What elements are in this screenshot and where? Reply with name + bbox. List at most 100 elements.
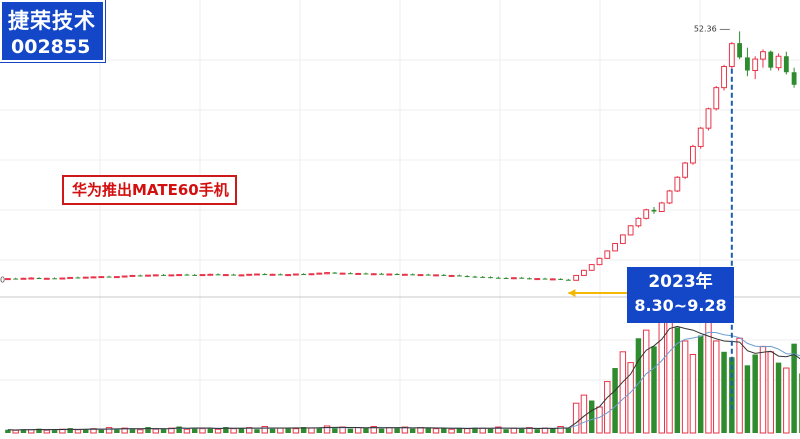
volume-bar [487,428,494,433]
candle-body [20,277,27,280]
candle-body [145,274,151,277]
volume-bar [503,429,509,433]
candle-body [308,273,315,276]
candle-body [744,57,750,71]
candle-body [75,277,81,279]
candle-body [581,269,587,276]
candle-body [503,278,509,280]
candle-body [527,278,532,280]
volume-bar [332,428,338,433]
volume-bar [67,428,73,433]
volume-bar [472,427,478,433]
volume-bar [775,362,782,433]
candle-body [184,274,190,276]
candle-body [137,275,143,277]
candle-body [791,72,797,85]
candle-body [161,274,166,276]
candle-body [635,217,642,227]
volume-bar [114,429,120,433]
volume-bar [83,429,89,433]
candle-body [410,274,416,276]
candle-body [277,274,283,276]
volume-bar [752,354,758,433]
volume-bar [681,340,689,434]
volume-bar [495,426,502,434]
candle-body [207,273,214,276]
volume-bar [261,426,268,434]
candle-body [355,272,362,275]
volume-bar [759,345,767,434]
candle-body [705,108,712,129]
candle-body [339,272,346,275]
candle-body [627,225,634,236]
volume-bar [425,428,431,433]
volume-bar [292,428,300,434]
volume-bar [51,429,58,433]
candle-body [425,274,431,276]
candle-body [13,278,19,280]
volume-bar [160,428,167,433]
period-box: 2023年 8.30~9.28 [627,267,734,323]
volume-bar [269,428,276,433]
volume-bar [20,429,27,433]
candle-body [246,273,253,276]
volume-bar [363,428,369,433]
volume-bar [394,428,400,433]
candle-body [43,277,50,280]
candle-body [129,274,136,277]
volume-bar [207,428,214,433]
event-annotation: 华为推出MATE60手机 [62,175,237,205]
candle-body [558,278,563,280]
volume-bar [254,429,260,433]
candle-body [199,274,206,277]
volume-bar [5,429,11,433]
candle-body [721,66,727,89]
candle-body [674,176,681,192]
volume-bar [183,428,191,434]
volume-bar [526,427,533,434]
volume-bar [137,429,144,434]
volume-bar [666,307,673,434]
volume-ma-line [7,325,800,431]
period-range: 8.30~9.28 [634,296,727,315]
volume-bar [697,335,704,433]
candle-body [106,276,112,278]
candle-body [666,190,673,204]
candle-body [301,274,307,276]
volume-bar [199,428,206,434]
volume-bar [43,429,51,434]
volume-bar [713,340,720,434]
volume-bar [705,321,712,434]
volume-bar [98,429,105,433]
candle-body [488,277,493,279]
candle-body [768,51,774,68]
volume-bar [744,365,751,433]
volume-bar [409,428,416,433]
candle-body [90,276,97,279]
candle-body [168,274,175,277]
volume-bar [36,428,42,433]
volume-bar [612,368,618,433]
volume-bar [238,428,245,433]
candle-body [612,242,618,252]
candle-body [386,273,393,276]
candle-body [689,145,696,164]
volume-bar [534,429,540,433]
candle-body [697,127,704,147]
volume-bar [432,428,440,434]
candle-body [67,276,74,279]
candle-body [347,273,353,275]
candle-body [480,276,486,278]
candle-body [519,277,525,279]
candle-body [619,234,626,244]
volume-bar [121,427,128,434]
candle-body [417,274,424,277]
volume-bar [619,351,627,434]
volume-bar [74,429,82,434]
volume-bar [456,428,463,433]
candle-body [285,274,292,277]
candle-body [370,273,377,276]
volume-bar [580,394,588,434]
candle-body [534,278,541,281]
volume-bar [285,427,291,433]
